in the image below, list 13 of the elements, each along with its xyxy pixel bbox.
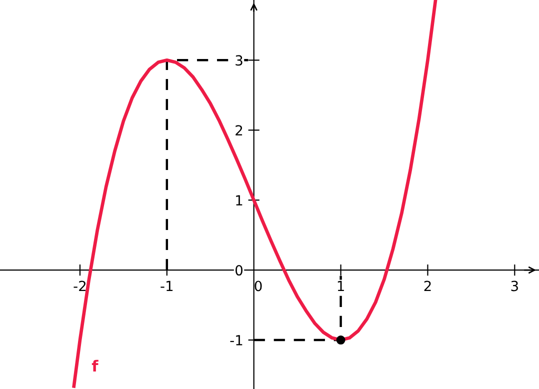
x-tick-label: 0	[254, 280, 262, 292]
y-tick-label: 3	[236, 55, 242, 66]
line-series	[72, 0, 438, 388]
y-tick-label: 1	[236, 195, 242, 206]
y-tick-label: -1	[230, 335, 242, 346]
x-tick-label: -2	[74, 280, 86, 292]
y-tick-label: 0	[236, 265, 243, 276]
x-tick-label: 2	[424, 280, 431, 292]
x-tick-label: 1	[338, 280, 344, 292]
x-tick-label: -1	[160, 280, 173, 292]
annotation: f	[92, 360, 98, 372]
x-tick-label: 3	[511, 280, 518, 292]
y-tick-label: 2	[236, 125, 242, 136]
